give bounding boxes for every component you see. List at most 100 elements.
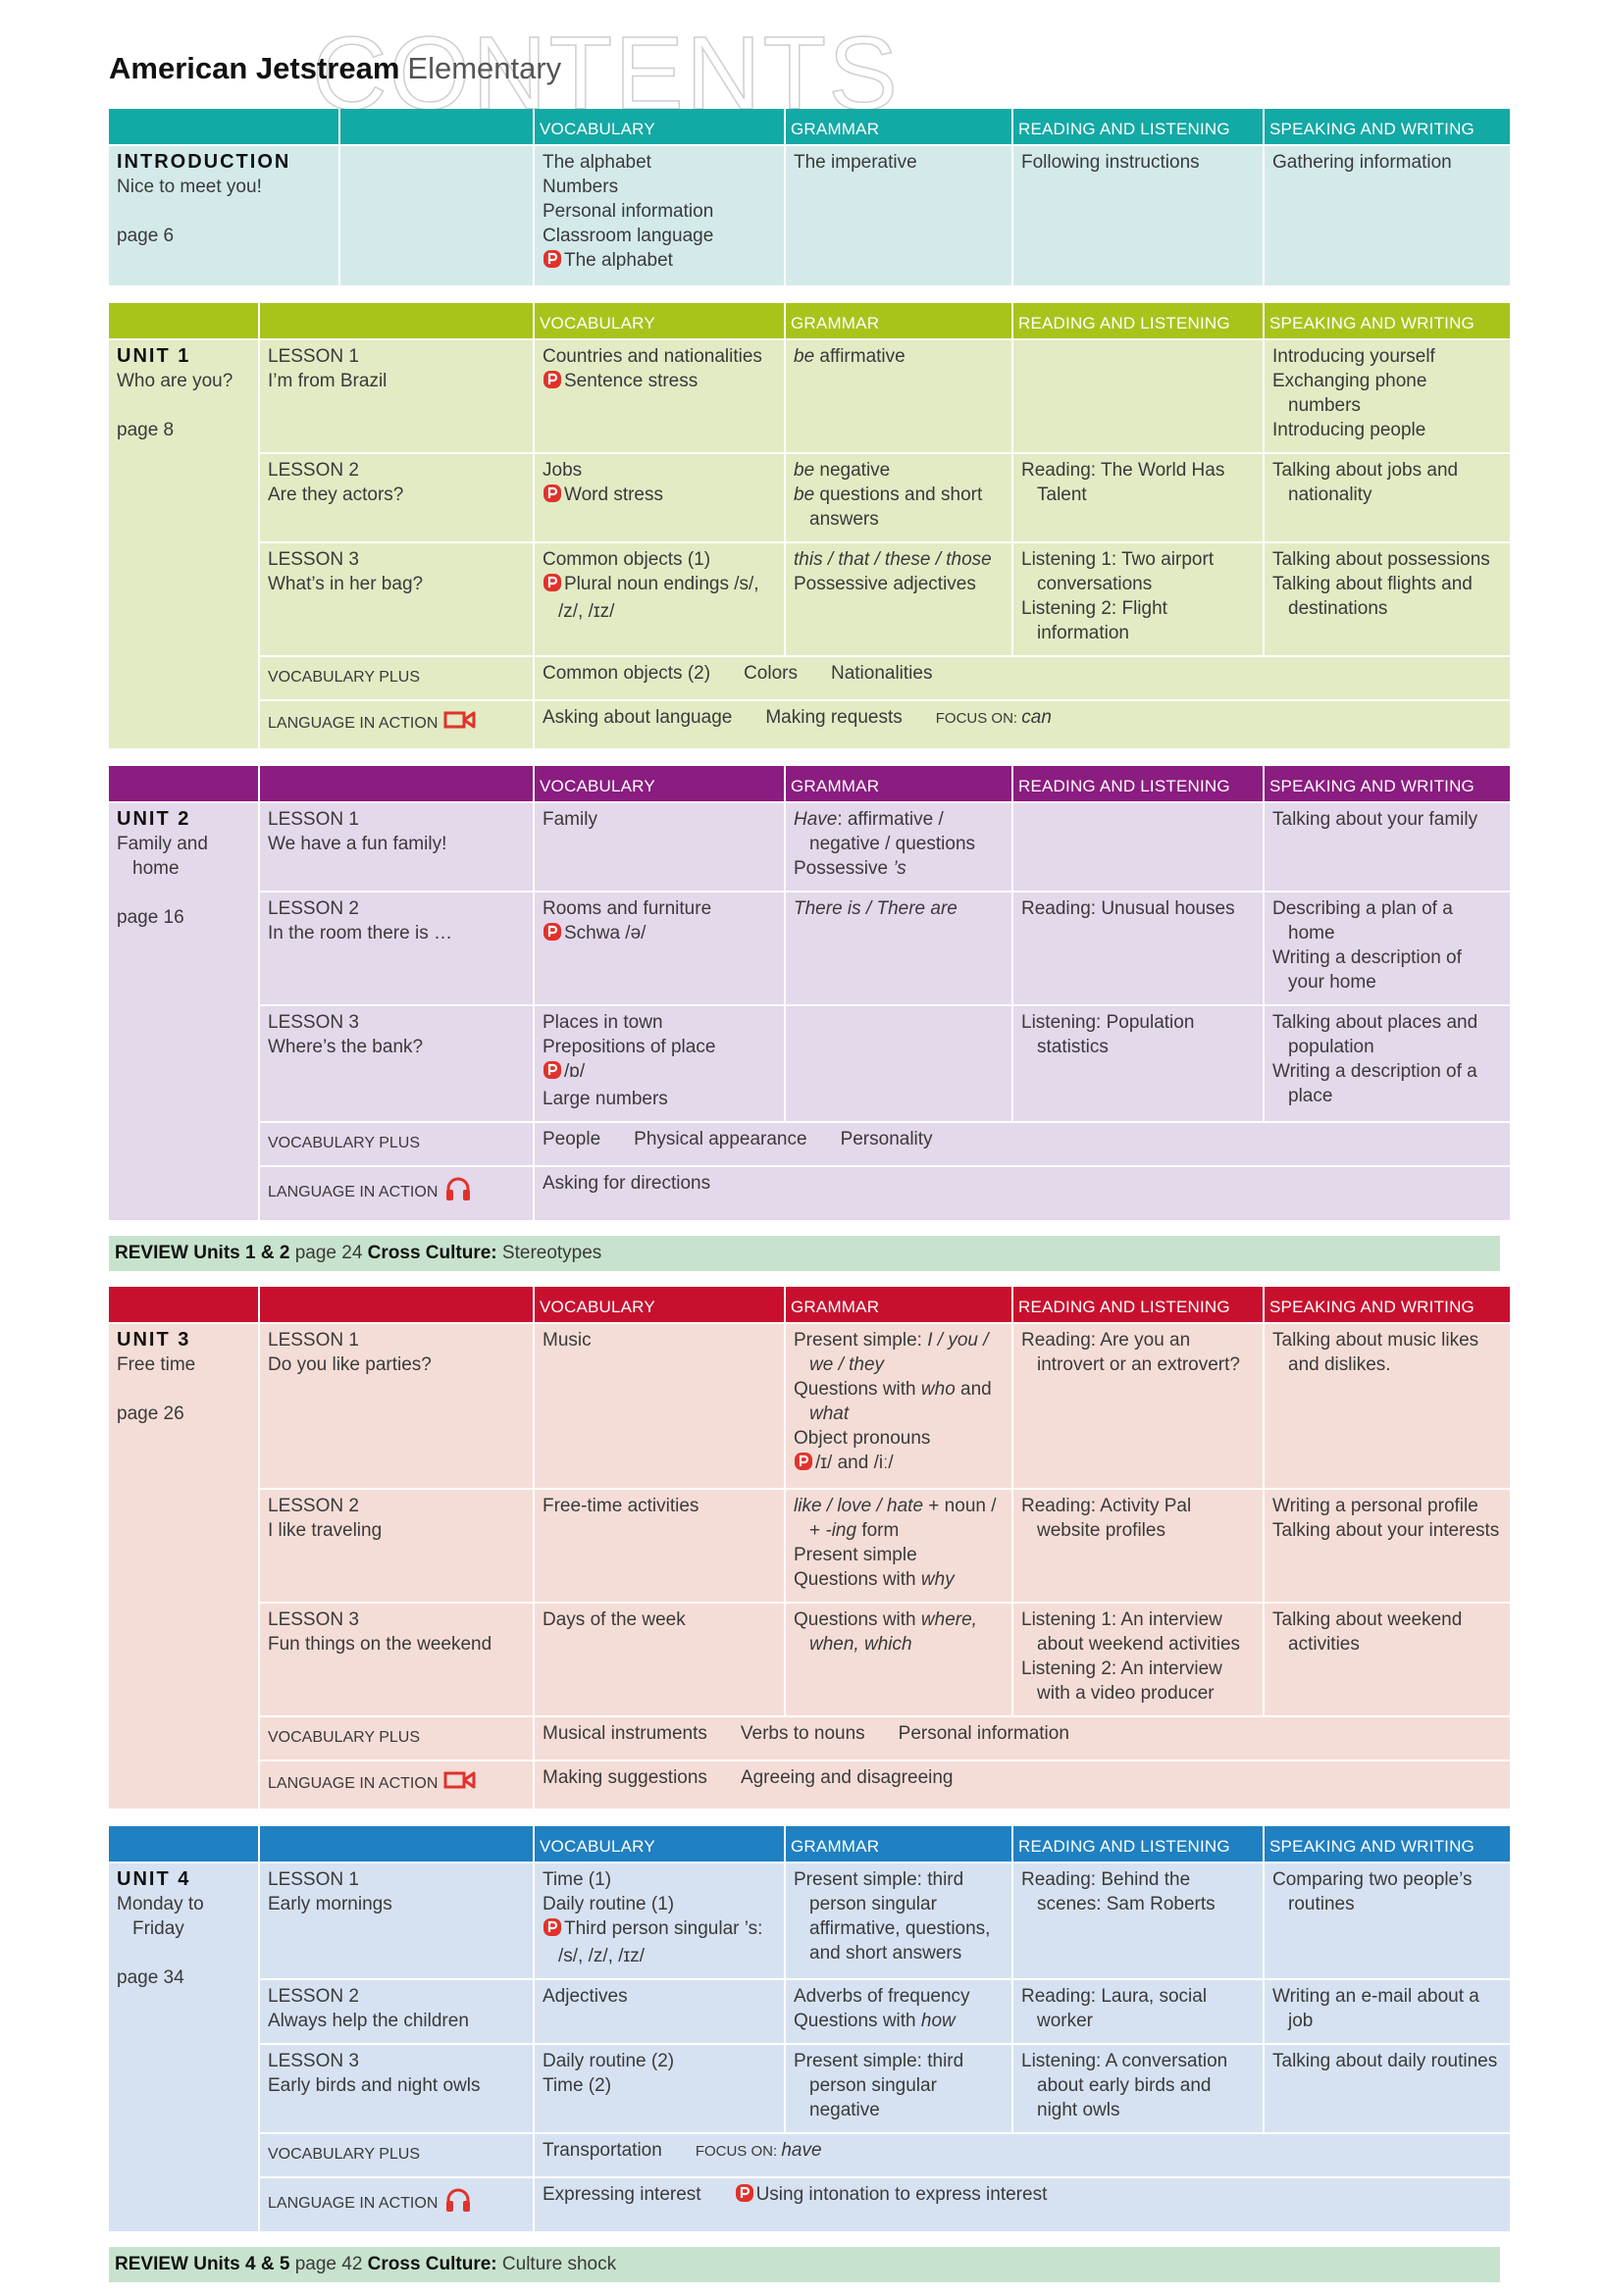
entry: Have: affirmative / negative / questions <box>794 807 1004 856</box>
row-label: VOCABULARY PLUS <box>260 2134 533 2176</box>
entry: like / love / hate + noun / + -ing form <box>794 1494 1004 1543</box>
entry: Writing a personal profile <box>1272 1496 1478 1516</box>
entry: Present simple: I / you / we / they <box>794 1328 1004 1377</box>
cell <box>1013 803 1263 891</box>
text: Possessive <box>794 858 894 879</box>
column-header: SPEAKING AND WRITING <box>1265 109 1510 144</box>
header-row: VOCABULARY GRAMMAR READING AND LISTENING SP… <box>109 766 1510 801</box>
cell: Talking about daily routines <box>1265 2045 1510 2132</box>
header-cell <box>109 1287 258 1322</box>
lesson-cell: LESSON 3 Fun things on the weekend <box>260 1604 533 1715</box>
bold-text: Cross Culture: <box>367 1243 497 1263</box>
entry: Talking about flights and destinations <box>1272 574 1473 619</box>
text: The alphabet <box>564 250 673 271</box>
pronunciation-icon <box>735 2183 754 2210</box>
cell: Talking about places and population Writi… <box>1265 1006 1510 1121</box>
unit-page: page 16 <box>117 907 184 928</box>
lesson-cell: LESSON 3 Early birds and night owls <box>260 2045 533 2132</box>
entry: Adjectives <box>543 1986 628 2007</box>
cell: Daily routine (2) Time (2) <box>535 2045 784 2132</box>
cell: Talking about weekend activities <box>1265 1604 1510 1715</box>
cell: like / love / hate + noun / + -ing form P… <box>786 1490 1011 1602</box>
entry: Questions with where, when, which <box>794 1607 1004 1657</box>
entry: Gathering information <box>1272 152 1452 173</box>
language-in-action-row: LANGUAGE IN ACTION Making suggestions Agre… <box>109 1761 1510 1809</box>
video-icon <box>443 709 477 739</box>
unit-name: Family and home <box>117 834 208 879</box>
row-label-text: VOCABULARY PLUS <box>268 1729 421 1746</box>
level: Elementary <box>407 51 562 85</box>
lesson-cell: LESSON 2 Always help the children <box>260 1980 533 2043</box>
italic-text: be <box>794 460 815 481</box>
entry: Introducing yourself <box>1272 346 1435 367</box>
italic-text: have <box>781 2140 822 2161</box>
entry: Music <box>543 1330 592 1351</box>
entry: Writing a description of your home <box>1272 947 1462 993</box>
text: Present simple: <box>794 1330 928 1351</box>
entry: Talking about places and population <box>1272 1012 1478 1057</box>
entry: Possessive adjectives <box>794 574 976 594</box>
pronunciation-icon <box>543 1917 562 1944</box>
row-label: VOCABULARY PLUS <box>260 1123 533 1165</box>
italic-text: how <box>920 2011 956 2031</box>
entry: Adverbs of frequency <box>794 1986 970 2007</box>
cell: There is / There are <box>786 893 1011 1004</box>
row-label: VOCABULARY PLUS <box>260 657 533 699</box>
cell: Describing a plan of a home Writing a des… <box>1265 893 1510 1004</box>
entry: Writing a description of a place <box>1272 1061 1477 1106</box>
column-header: READING AND LISTENING <box>1013 109 1263 144</box>
header-row: VOCABULARY GRAMMAR READING AND LISTENING SP… <box>109 1826 1510 1862</box>
entry: Listening 2: Flight information <box>1021 598 1167 643</box>
entry: Talking about music likes and dislikes. <box>1272 1330 1479 1375</box>
entry: Transportation <box>543 2140 662 2161</box>
cell: be negative be questions and short answer… <box>786 454 1011 541</box>
cell: Asking for directions <box>535 1167 1510 1220</box>
text: Sentence stress <box>564 371 699 391</box>
entry: Reading: Behind the scenes: Sam Roberts <box>1021 1869 1216 1914</box>
row-label: LANGUAGE IN ACTION <box>260 701 533 748</box>
cell: be affirmative <box>786 340 1011 452</box>
entry: Exchanging phone numbers <box>1272 371 1427 416</box>
cell <box>1013 340 1263 452</box>
brand: American Jetstream <box>109 51 400 85</box>
entry: Rooms and furniture <box>543 898 712 919</box>
lesson-title: Always help the children <box>268 2011 469 2031</box>
review-bar: REVIEW Units 1 & 2 page 24 Cross Culture… <box>109 1236 1500 1271</box>
entry: Colors <box>744 663 798 684</box>
cell: Comparing two people’s routines <box>1265 1863 1510 1978</box>
italic-text: ’s <box>893 858 906 879</box>
vocabulary-plus-row: VOCABULARY PLUS Musical instruments Verbs … <box>109 1717 1510 1760</box>
entry: Introducing people <box>1272 420 1426 440</box>
intro-table: VOCABULARY GRAMMAR READING AND LISTENING SP… <box>107 107 1512 287</box>
entry: Listening 2: An interview with a video p… <box>1021 1658 1222 1704</box>
italic-text: There is / There are <box>794 898 957 919</box>
unit-cell: INTRODUCTION Nice to meet you! page 6 <box>109 146 338 285</box>
pronunciation-icon <box>543 484 562 510</box>
unit-name: Free time <box>117 1354 196 1375</box>
entry: this / that / these / those <box>794 547 1004 572</box>
lesson-title: Fun things on the weekend <box>268 1634 492 1655</box>
entry: Daily routine (1) <box>543 1894 675 1914</box>
entry: Reading: Laura, social worker <box>1021 1986 1208 2031</box>
entry: Following instructions <box>1021 152 1200 173</box>
entry: People <box>543 1129 601 1149</box>
pronunciation-icon <box>543 573 562 599</box>
row-label-text: LANGUAGE IN ACTION <box>268 2195 439 2213</box>
watermark: CONTENTS <box>311 16 900 131</box>
cell: Jobs Word stress <box>535 454 784 541</box>
italic-text: what <box>809 1403 850 1424</box>
entry: Listening: Population statistics <box>1021 1012 1195 1057</box>
cell: Reading: Are you an introvert or an extr… <box>1013 1324 1263 1488</box>
entry: Asking about language <box>543 707 733 728</box>
lesson-row: UNIT 4 Monday to Friday page 34 LESSON 1 Ear… <box>109 1863 1510 2231</box>
column-header: VOCABULARY <box>535 1287 784 1322</box>
cell: Talking about music likes and dislikes. <box>1265 1324 1510 1488</box>
review-bar: REVIEW Units 4 & 5 page 42 Cross Culture… <box>109 2247 1500 2282</box>
text: Questions with <box>794 2011 921 2031</box>
vocabulary-plus-row: VOCABULARY PLUS Common objects (2) Colors N… <box>109 657 1510 699</box>
lesson-title: I like traveling <box>268 1520 383 1541</box>
column-header: VOCABULARY <box>535 303 784 338</box>
entry: Questions with who and what <box>794 1377 1004 1426</box>
lesson-number: LESSON 3 <box>268 2051 359 2071</box>
entry: Present simple: third person singular af… <box>794 1869 991 1964</box>
